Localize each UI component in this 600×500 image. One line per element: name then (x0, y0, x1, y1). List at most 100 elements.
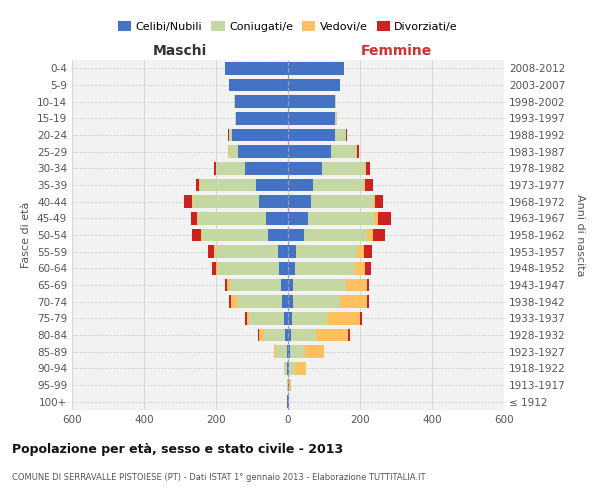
Bar (357, 146, 359, 158)
Bar (215, 246, 278, 258)
Bar (247, 312, 250, 324)
Bar (365, 162, 367, 174)
Bar (288, 212, 308, 224)
Bar (229, 146, 238, 158)
Bar (288, 96, 335, 108)
Bar (229, 79, 288, 92)
Bar (288, 146, 331, 158)
Bar (214, 162, 215, 174)
Bar (308, 212, 374, 224)
Bar (287, 362, 288, 374)
Bar (193, 196, 259, 208)
Bar (340, 296, 367, 308)
Bar (311, 196, 373, 208)
Bar (322, 162, 365, 174)
Bar (349, 329, 350, 341)
Bar (266, 212, 288, 224)
Bar (214, 246, 215, 258)
Bar (288, 196, 311, 208)
Bar (288, 279, 293, 291)
Bar (367, 296, 369, 308)
Bar (235, 96, 288, 108)
Bar (355, 262, 365, 274)
Bar (374, 212, 378, 224)
Bar (281, 296, 288, 308)
Bar (288, 379, 289, 391)
Bar (289, 379, 291, 391)
Text: Femmine: Femmine (361, 44, 431, 59)
Bar (228, 129, 229, 141)
Bar (316, 329, 349, 341)
Bar (229, 296, 231, 308)
Bar (216, 262, 218, 274)
Bar (292, 312, 328, 324)
Bar (376, 196, 383, 208)
Bar (364, 246, 371, 258)
Bar (198, 212, 266, 224)
Bar (293, 296, 340, 308)
Y-axis label: Fasce di età: Fasce di età (22, 202, 31, 268)
Bar (259, 329, 263, 341)
Bar (192, 196, 193, 208)
Bar (295, 262, 355, 274)
Bar (236, 296, 281, 308)
Bar (288, 262, 295, 274)
Bar (378, 212, 391, 224)
Bar (335, 112, 337, 124)
Bar (208, 246, 214, 258)
Bar (281, 279, 288, 291)
Bar (288, 229, 304, 241)
Bar (313, 179, 364, 192)
Bar (356, 146, 357, 158)
Bar (288, 112, 335, 124)
Bar (364, 179, 365, 192)
Bar (288, 346, 290, 358)
Bar (288, 129, 335, 141)
Bar (287, 396, 288, 408)
Bar (291, 329, 316, 341)
Bar (328, 312, 360, 324)
Bar (295, 362, 305, 374)
Bar (184, 196, 192, 208)
Bar (191, 212, 197, 224)
Bar (365, 262, 371, 274)
Bar (232, 129, 288, 141)
Bar (305, 346, 325, 358)
Bar (216, 162, 245, 174)
Bar (288, 79, 340, 92)
Y-axis label: Anni di nascita: Anni di nascita (575, 194, 585, 276)
Bar (288, 296, 293, 308)
Bar (288, 162, 322, 174)
Bar (289, 362, 295, 374)
Bar (268, 229, 288, 241)
Bar (284, 312, 288, 324)
Bar (230, 279, 281, 291)
Bar (199, 179, 200, 192)
Bar (278, 246, 288, 258)
Bar (256, 179, 288, 192)
Bar (263, 329, 285, 341)
Bar (201, 229, 202, 241)
Bar (212, 262, 216, 274)
Legend: Celibi/Nubili, Coniugati/e, Vedovi/e, Divorziati/e: Celibi/Nubili, Coniugati/e, Vedovi/e, Di… (113, 16, 463, 36)
Bar (196, 179, 199, 192)
Bar (367, 279, 369, 291)
Bar (284, 362, 287, 374)
Bar (197, 212, 198, 224)
Bar (218, 262, 279, 274)
Bar (335, 96, 336, 108)
Text: Maschi: Maschi (153, 44, 207, 59)
Bar (238, 146, 288, 158)
Bar (259, 196, 288, 208)
Bar (288, 312, 292, 324)
Bar (279, 262, 288, 274)
Bar (288, 179, 313, 192)
Bar (373, 229, 385, 241)
Bar (231, 296, 236, 308)
Bar (373, 196, 376, 208)
Text: Popolazione per età, sesso e stato civile - 2013: Popolazione per età, sesso e stato civil… (12, 442, 343, 456)
Bar (288, 362, 289, 374)
Bar (357, 246, 364, 258)
Bar (274, 346, 276, 358)
Bar (225, 62, 288, 74)
